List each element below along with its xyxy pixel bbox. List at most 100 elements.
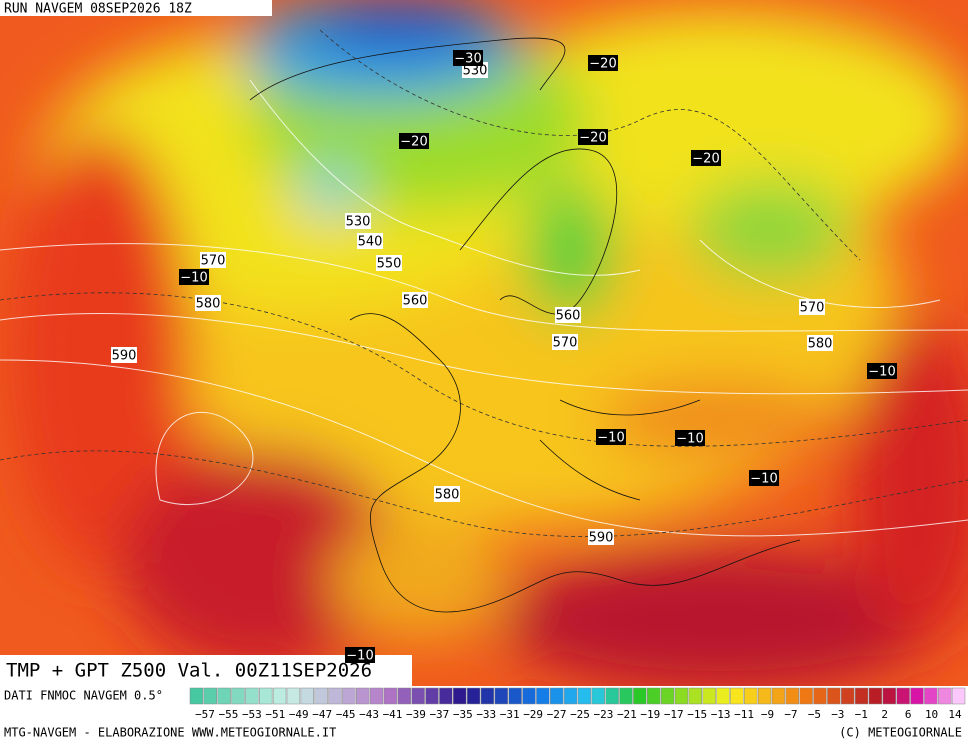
temp-label-bg (749, 470, 779, 486)
legend-label: −57 (195, 708, 215, 721)
height-label: 580 (808, 337, 833, 352)
color-swatch (231, 687, 245, 705)
color-swatch (716, 687, 730, 705)
footer-left: MTG-NAVGEM - ELABORAZIONE WWW.METEOGIORN… (4, 726, 336, 740)
legend-label: −41 (383, 708, 403, 721)
color-swatch (757, 687, 772, 705)
legend-label: −27 (547, 708, 567, 721)
color-swatch (383, 687, 398, 705)
legend-label: −29 (523, 708, 543, 721)
legend-label: −55 (219, 708, 239, 721)
temp-label: −20 (692, 152, 719, 167)
color-swatch (466, 687, 481, 705)
color-swatch (799, 687, 813, 705)
color-swatch (702, 687, 716, 705)
temp-label: −10 (676, 432, 703, 447)
color-swatch (951, 687, 966, 705)
height-label: 530 (346, 215, 371, 230)
temp-label: −30 (454, 52, 481, 67)
color-swatch (591, 687, 605, 705)
height-label-bg (588, 529, 614, 545)
legend-label: −17 (664, 708, 684, 721)
isotherms (0, 29, 968, 537)
color-swatch (577, 687, 592, 705)
color-swatch (480, 687, 495, 705)
legend-label: −35 (453, 708, 473, 721)
color-swatch (494, 687, 508, 705)
legend-label: −53 (242, 708, 262, 721)
height-label: 560 (403, 294, 428, 309)
legend-label: −19 (640, 708, 660, 721)
temp-label-bg (345, 647, 375, 663)
legend-label: −23 (594, 708, 614, 721)
color-swatch (342, 687, 356, 705)
title-bg (0, 655, 412, 686)
legend-label: −21 (617, 708, 637, 721)
height-label-bg (552, 334, 578, 350)
color-swatch (286, 687, 301, 705)
color-swatch (314, 687, 328, 705)
temp-label: −10 (597, 431, 624, 446)
legend-label: −5 (808, 708, 821, 721)
height-label-bg (111, 347, 137, 363)
temp-label: −20 (579, 131, 606, 146)
color-swatch (896, 687, 910, 705)
height-label-bg (200, 252, 226, 268)
color-swatch (369, 687, 384, 705)
color-swatch (882, 687, 896, 705)
color-swatch (854, 687, 869, 705)
color-swatch (563, 687, 578, 705)
color-swatch (300, 687, 314, 705)
run-label: RUN NAVGEM 08SEP2026 18Z (4, 2, 192, 17)
legend-label: 6 (905, 708, 912, 721)
height-label: 590 (589, 531, 614, 546)
temp-label-bg (399, 133, 429, 149)
legend-label: −45 (336, 708, 356, 721)
color-swatch (328, 687, 342, 705)
legend-label: −11 (734, 708, 754, 721)
map-title: TMP + GPT Z500 Val. 00Z11SEP2026 (6, 660, 372, 682)
height-label-bg (555, 307, 581, 323)
color-swatch (411, 687, 425, 705)
legend-source: DATI FNMOC NAVGEM 0.5° (4, 689, 163, 703)
legend-label: −49 (289, 708, 309, 721)
color-swatch (522, 687, 536, 705)
height-label-bg (345, 213, 371, 229)
run-bg (0, 0, 272, 16)
color-swatch (425, 687, 439, 705)
color-swatch (259, 687, 273, 705)
height-label: 550 (377, 257, 402, 272)
temp-label: −10 (346, 649, 373, 664)
height-label: 560 (556, 309, 581, 324)
footer-right: (C) METEOGIORNALE (839, 726, 962, 740)
temp-label-bg (179, 269, 209, 285)
color-swatch (868, 687, 883, 705)
color-swatch (619, 687, 633, 705)
temp-label-bg (588, 55, 618, 71)
temp-label: −10 (180, 271, 207, 286)
height-label: 570 (201, 254, 226, 269)
height-label: 530 (463, 64, 488, 79)
color-swatch (730, 687, 744, 705)
color-swatch (688, 687, 702, 705)
color-swatch (910, 687, 924, 705)
legend-label: −25 (570, 708, 590, 721)
legend-label: −1 (855, 708, 868, 721)
height-label-bg (195, 295, 221, 311)
color-swatch (272, 687, 287, 705)
color-swatch (674, 687, 689, 705)
height-label-bg (376, 255, 402, 271)
color-swatch (924, 687, 938, 705)
color-swatch (771, 687, 786, 705)
height-label-bg (807, 335, 833, 351)
color-swatch (397, 687, 411, 705)
height-label: 580 (435, 488, 460, 503)
temp-label-bg (691, 150, 721, 166)
color-swatch (647, 687, 661, 705)
legend-label: −33 (476, 708, 496, 721)
color-swatch (827, 687, 841, 705)
height-label: 580 (196, 297, 221, 312)
temp-label: −10 (750, 472, 777, 487)
legend-label: −15 (687, 708, 707, 721)
